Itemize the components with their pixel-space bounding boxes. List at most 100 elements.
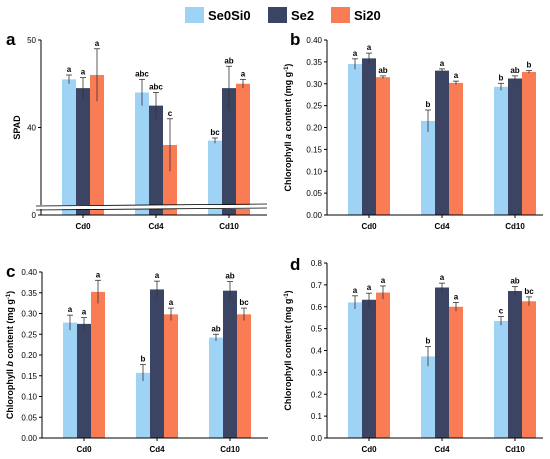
significance-letter: a <box>82 308 87 317</box>
bar-se2-cd10 <box>508 78 522 215</box>
y-axis-label-part: ) <box>5 291 15 294</box>
legend-swatch-se2 <box>268 7 287 23</box>
bar-se0si0-cd4 <box>421 356 435 438</box>
y-tick-label: 0.5 <box>311 325 323 334</box>
significance-letter: a <box>381 276 386 285</box>
significance-letter: bc <box>210 128 220 137</box>
significance-letter: b <box>527 61 532 70</box>
significance-letter: a <box>68 305 73 314</box>
y-tick-label: 0.8 <box>311 259 323 268</box>
significance-letter: a <box>454 292 459 301</box>
x-tick-label-cd4: Cd4 <box>434 222 450 231</box>
y-axis-label-part: -1 <box>284 66 290 72</box>
bar-si20-cd4 <box>449 306 463 438</box>
bar-si20-cd10 <box>236 83 250 215</box>
significance-letter: a <box>440 59 445 68</box>
y-axis-label: Chlorophyll a content (mg g-1) <box>283 64 293 192</box>
legend-label-se0si0: Se0Si0 <box>208 8 251 23</box>
bar-si20-cd4 <box>449 82 463 215</box>
significance-letter: b <box>499 73 504 82</box>
bar-se0si0-cd10 <box>494 86 508 215</box>
bar-se2-cd0 <box>77 323 91 438</box>
y-tick-label: 0.30 <box>21 310 37 319</box>
y-tick-label: 0.10 <box>306 167 322 176</box>
bar-se0si0-cd10 <box>209 337 223 438</box>
y-axis-label: Chlorophyll content (mg g-1) <box>283 290 293 410</box>
significance-letter: ab <box>224 56 233 65</box>
y-tick-label: 0.0 <box>311 434 323 443</box>
significance-letter: ab <box>510 66 519 75</box>
y-axis-label-part: b <box>5 361 15 367</box>
significance-letter: abc <box>135 69 149 78</box>
y-tick-label: 0.25 <box>306 102 322 111</box>
y-axis-label-part: a <box>283 134 293 139</box>
x-tick-label-cd10: Cd10 <box>505 222 525 231</box>
x-tick-label-cd0: Cd0 <box>75 222 91 231</box>
significance-letter: b <box>141 355 146 364</box>
y-tick-label: 0.25 <box>21 330 37 339</box>
significance-letter: a <box>440 273 445 282</box>
legend-label-si20: Si20 <box>354 8 381 23</box>
significance-letter: a <box>367 43 372 52</box>
x-tick-label-cd10: Cd10 <box>220 445 240 454</box>
y-tick-label: 0.10 <box>21 393 37 402</box>
x-tick-label-cd4: Cd4 <box>149 445 165 454</box>
axis-break-line <box>35 207 268 211</box>
significance-letter: abc <box>149 83 163 92</box>
y-tick-label: 0.35 <box>21 289 37 298</box>
y-tick-label: 0.6 <box>311 303 323 312</box>
x-tick-label-cd0: Cd0 <box>361 222 377 231</box>
bar-si20-cd4 <box>163 145 177 215</box>
panel-label-c: c <box>6 262 15 281</box>
bar-si20-cd10 <box>237 314 251 438</box>
bar-se2-cd0 <box>362 58 376 215</box>
significance-letter: a <box>81 68 86 77</box>
bar-si20-cd0 <box>90 75 104 215</box>
legend-label-se2: Se2 <box>291 8 314 23</box>
y-tick-label: 0.05 <box>21 413 37 422</box>
bar-se2-cd4 <box>150 289 164 438</box>
y-axis-label-part: -1 <box>6 293 12 299</box>
bar-se0si0-cd4 <box>136 372 150 438</box>
y-axis-label-part: content (mg g <box>5 299 15 361</box>
bar-se2-cd4 <box>435 70 449 215</box>
y-tick-label: 0.30 <box>306 80 322 89</box>
bar-se0si0-cd4 <box>135 92 149 215</box>
significance-letter: a <box>67 65 72 74</box>
significance-letter: ab <box>510 277 519 286</box>
significance-letter: a <box>367 283 372 292</box>
x-tick-label-cd4: Cd4 <box>434 445 450 454</box>
x-tick-label-cd0: Cd0 <box>361 445 377 454</box>
significance-letter: ab <box>211 324 220 333</box>
y-tick-label: 50 <box>27 36 36 45</box>
bar-si20-cd0 <box>91 291 105 438</box>
y-tick-label: 0.2 <box>311 390 323 399</box>
y-tick-label: 0 <box>32 211 37 220</box>
y-tick-label: 0.3 <box>311 368 323 377</box>
significance-letter: ab <box>378 66 387 75</box>
bar-se2-cd10 <box>223 290 237 438</box>
panel-label-d: d <box>290 255 300 274</box>
y-axis-label-part: content (mg g <box>283 72 293 134</box>
bar-se0si0-cd0 <box>63 322 77 438</box>
significance-letter: b <box>426 100 431 109</box>
axis-break-line <box>35 203 268 207</box>
y-axis-label: Chlorophyll b content (mg g-1) <box>5 291 15 419</box>
significance-letter: c <box>499 307 504 316</box>
y-tick-label: 0.20 <box>306 124 322 133</box>
significance-letter: a <box>169 298 174 307</box>
significance-letter: bc <box>524 287 534 296</box>
bar-se2-cd0 <box>76 88 90 215</box>
y-axis-label-part: ) <box>283 290 293 293</box>
significance-letter: a <box>353 286 358 295</box>
y-tick-label: 0.4 <box>311 347 323 356</box>
y-tick-label: 0.00 <box>306 211 322 220</box>
y-axis-label-part: Chlorophyll <box>5 367 15 420</box>
significance-letter: a <box>241 69 246 78</box>
y-tick-label: 0.40 <box>306 36 322 45</box>
panel-label-a: a <box>6 30 16 49</box>
